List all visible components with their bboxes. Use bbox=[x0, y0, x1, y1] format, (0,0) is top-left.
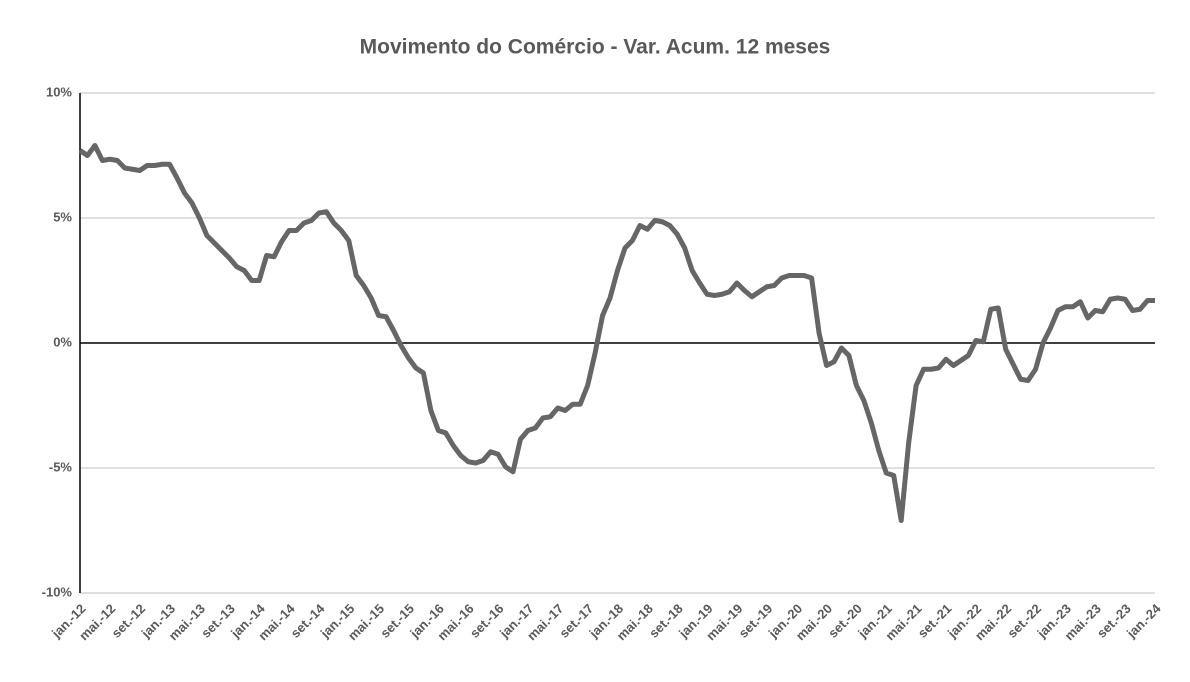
y-tick-label: -5% bbox=[49, 459, 73, 474]
chart-title: Movimento do Comércio - Var. Acum. 12 me… bbox=[360, 36, 831, 59]
y-tick-label: 10% bbox=[46, 84, 72, 99]
y-tick-label: 5% bbox=[53, 209, 72, 224]
y-tick-label: -10% bbox=[42, 584, 73, 599]
y-tick-label: 0% bbox=[53, 334, 72, 349]
data-line bbox=[78, 143, 1155, 523]
